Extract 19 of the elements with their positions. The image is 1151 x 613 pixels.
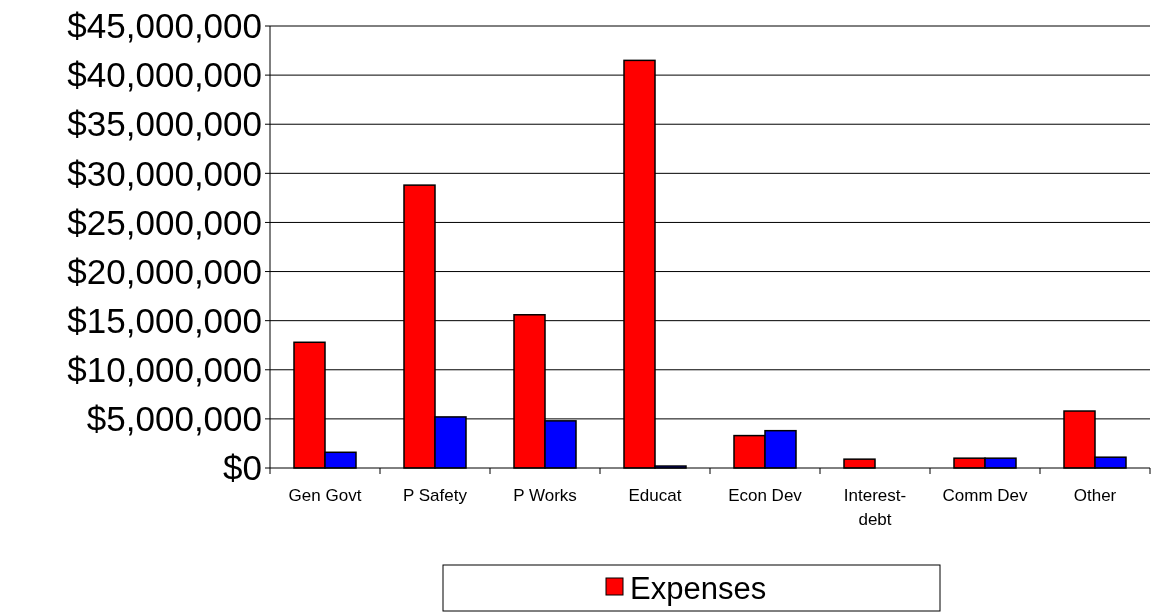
x-tick-label: Comm Dev	[942, 486, 1028, 505]
y-tick-label: $35,000,000	[67, 104, 262, 144]
y-tick-label: $5,000,000	[86, 399, 262, 439]
x-tick-label: Interest-debt	[843, 486, 907, 529]
y-tick-label: $0	[223, 448, 262, 488]
y-tick-label: $10,000,000	[67, 350, 262, 390]
x-tick-label: Other	[1073, 486, 1117, 505]
legend-label: Expenses	[630, 570, 767, 606]
y-tick-label: $45,000,000	[67, 6, 262, 46]
x-tick-label: Gen Govt	[288, 486, 362, 505]
y-tick-label: $15,000,000	[67, 300, 262, 340]
x-tick-label: Econ Dev	[728, 486, 803, 505]
y-tick-label: $40,000,000	[67, 55, 262, 95]
x-tick-label: P Safety	[403, 486, 468, 505]
x-tick-label: P Works	[513, 486, 577, 505]
y-tick-label: $25,000,000	[67, 202, 262, 242]
y-tick-label: $20,000,000	[67, 251, 262, 291]
y-tick-label: $30,000,000	[67, 153, 262, 193]
x-tick-label: Educat	[628, 486, 682, 505]
